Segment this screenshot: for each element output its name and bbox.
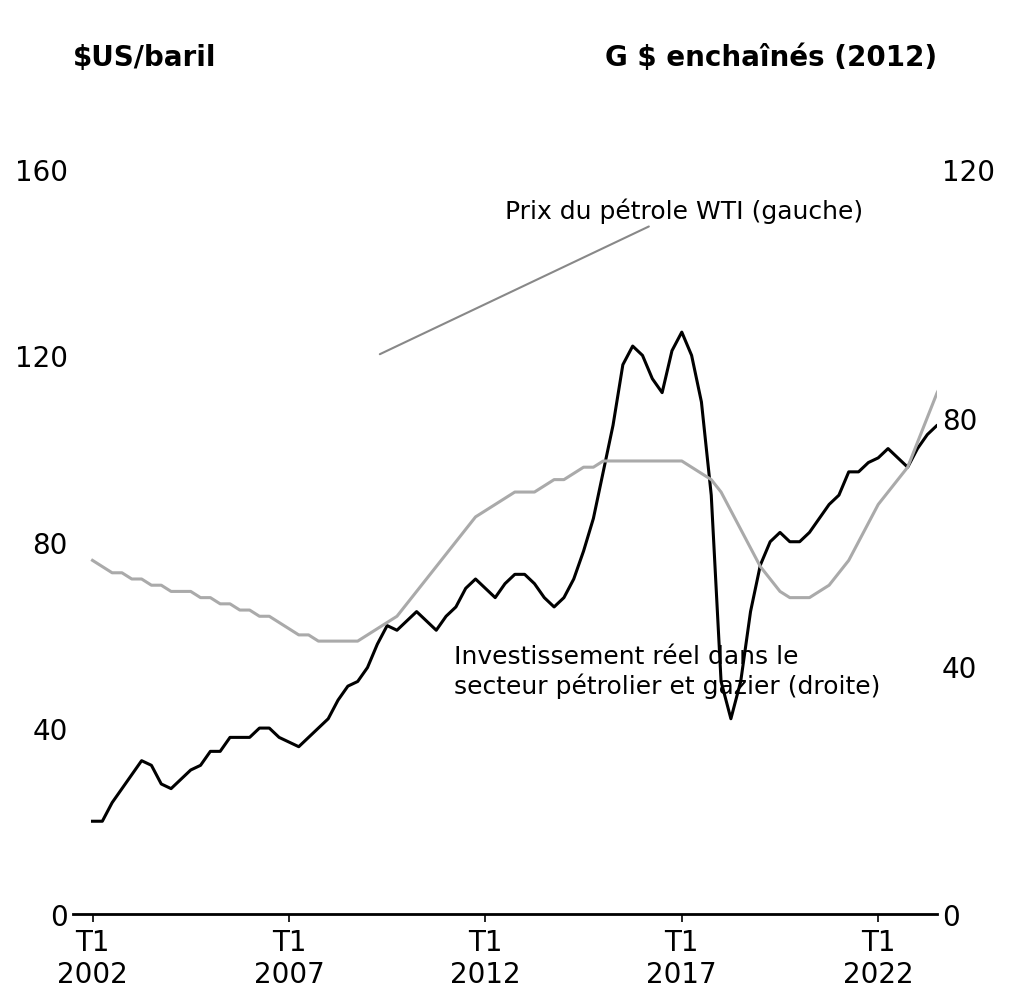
Text: Investissement réel dans le
secteur pétrolier et gazier (droite): Investissement réel dans le secteur pétr… [453, 645, 881, 698]
Text: G $ enchaînés (2012): G $ enchaînés (2012) [605, 43, 937, 71]
Text: $US/baril: $US/baril [73, 43, 216, 71]
Text: Prix du pétrole WTI (gauche): Prix du pétrole WTI (gauche) [380, 198, 864, 355]
